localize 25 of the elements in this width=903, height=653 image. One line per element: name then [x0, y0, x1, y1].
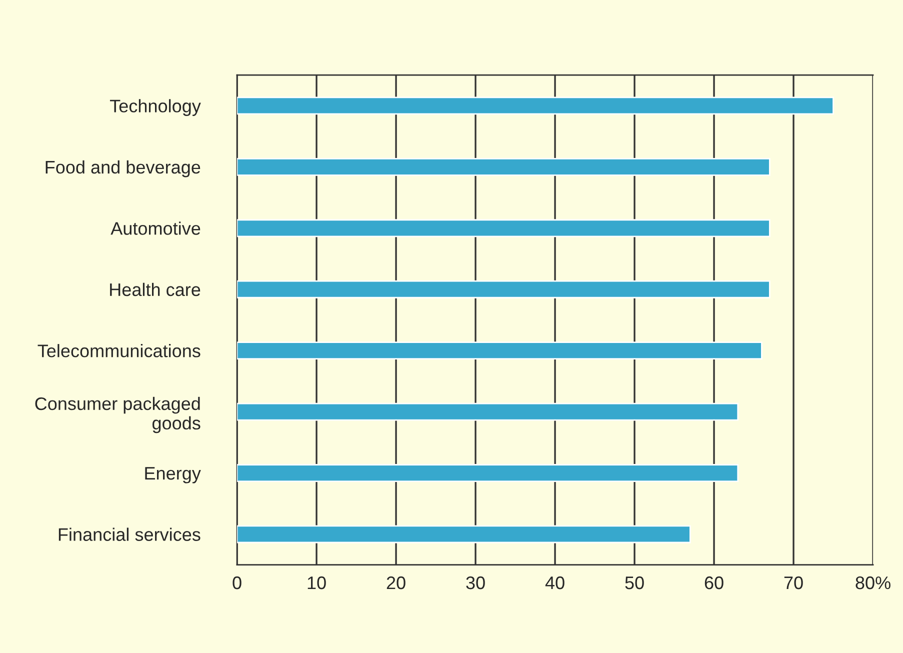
bar	[237, 464, 739, 482]
y-tick-label: Food and beverage	[46, 160, 200, 178]
x-tick-label: 20	[386, 576, 406, 590]
y-tick-label: Energy	[145, 467, 201, 484]
bar	[237, 219, 770, 238]
x-tick-label: 40	[545, 576, 564, 590]
y-tick-label: Consumer packaged goods	[35, 396, 200, 434]
y-tick-label: Technology	[110, 99, 201, 116]
x-tick-label: 70	[784, 576, 803, 590]
x-tick-label: 80%	[856, 576, 890, 590]
y-tick-label: Telecommunications	[38, 344, 200, 358]
y-tick-label: Financial services	[58, 528, 200, 541]
bar	[237, 158, 770, 176]
y-tick-label: Health care	[110, 282, 200, 296]
bar	[237, 342, 762, 360]
bar	[237, 525, 691, 544]
y-tick-label: Automotive	[110, 222, 200, 235]
x-tick-label: 30	[466, 576, 485, 590]
bar	[237, 402, 739, 421]
x-tick-label: 10	[308, 576, 326, 590]
x-tick-label: 50	[625, 576, 644, 590]
bar	[237, 280, 770, 298]
x-tick-label: 60	[704, 576, 724, 590]
x-tick-label: 0	[232, 576, 242, 590]
bar	[237, 96, 834, 115]
